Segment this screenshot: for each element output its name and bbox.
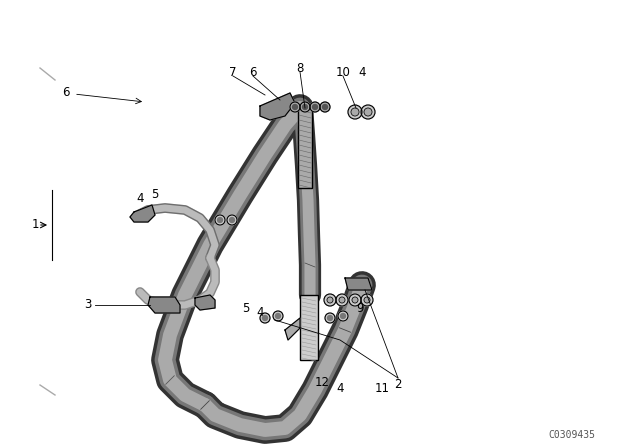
Text: 4: 4 bbox=[358, 65, 365, 78]
Polygon shape bbox=[130, 205, 155, 222]
Text: 4: 4 bbox=[336, 382, 344, 395]
Text: 6: 6 bbox=[62, 86, 70, 99]
Text: 4: 4 bbox=[136, 191, 144, 204]
Circle shape bbox=[215, 215, 225, 225]
Circle shape bbox=[339, 297, 345, 303]
Text: C0309435: C0309435 bbox=[548, 430, 595, 440]
Polygon shape bbox=[148, 297, 180, 313]
Circle shape bbox=[325, 313, 335, 323]
Circle shape bbox=[218, 217, 223, 223]
Text: 5: 5 bbox=[151, 189, 159, 202]
Bar bbox=[300, 295, 318, 360]
Text: 9: 9 bbox=[356, 302, 364, 314]
Text: 5: 5 bbox=[243, 302, 250, 314]
Text: 10: 10 bbox=[335, 65, 351, 78]
Circle shape bbox=[320, 102, 330, 112]
Text: 2: 2 bbox=[394, 379, 402, 392]
Text: 12: 12 bbox=[314, 375, 330, 388]
Circle shape bbox=[312, 104, 317, 109]
Circle shape bbox=[290, 102, 300, 112]
Text: 3: 3 bbox=[84, 298, 92, 311]
Text: 6: 6 bbox=[249, 65, 257, 78]
Circle shape bbox=[260, 313, 270, 323]
Text: 1: 1 bbox=[31, 219, 39, 232]
Circle shape bbox=[348, 105, 362, 119]
Circle shape bbox=[323, 104, 328, 109]
Polygon shape bbox=[195, 295, 215, 310]
Circle shape bbox=[352, 297, 358, 303]
Circle shape bbox=[273, 311, 283, 321]
Circle shape bbox=[349, 294, 361, 306]
Circle shape bbox=[327, 297, 333, 303]
Circle shape bbox=[340, 314, 346, 319]
Circle shape bbox=[303, 104, 307, 109]
Circle shape bbox=[227, 215, 237, 225]
Circle shape bbox=[262, 315, 268, 320]
Polygon shape bbox=[285, 318, 300, 340]
Circle shape bbox=[328, 315, 333, 320]
Circle shape bbox=[230, 217, 234, 223]
Polygon shape bbox=[260, 93, 295, 120]
Circle shape bbox=[275, 314, 280, 319]
Circle shape bbox=[364, 108, 372, 116]
Circle shape bbox=[364, 297, 370, 303]
Circle shape bbox=[336, 294, 348, 306]
Bar bbox=[298, 108, 312, 188]
Text: 8: 8 bbox=[296, 61, 304, 74]
Circle shape bbox=[310, 102, 320, 112]
Circle shape bbox=[351, 108, 359, 116]
Circle shape bbox=[292, 104, 298, 109]
Circle shape bbox=[338, 311, 348, 321]
Circle shape bbox=[324, 294, 336, 306]
Polygon shape bbox=[345, 278, 372, 290]
Text: 11: 11 bbox=[374, 382, 390, 395]
Text: 4: 4 bbox=[256, 306, 264, 319]
Circle shape bbox=[361, 294, 373, 306]
Circle shape bbox=[361, 105, 375, 119]
Text: 7: 7 bbox=[229, 65, 237, 78]
Circle shape bbox=[300, 102, 310, 112]
